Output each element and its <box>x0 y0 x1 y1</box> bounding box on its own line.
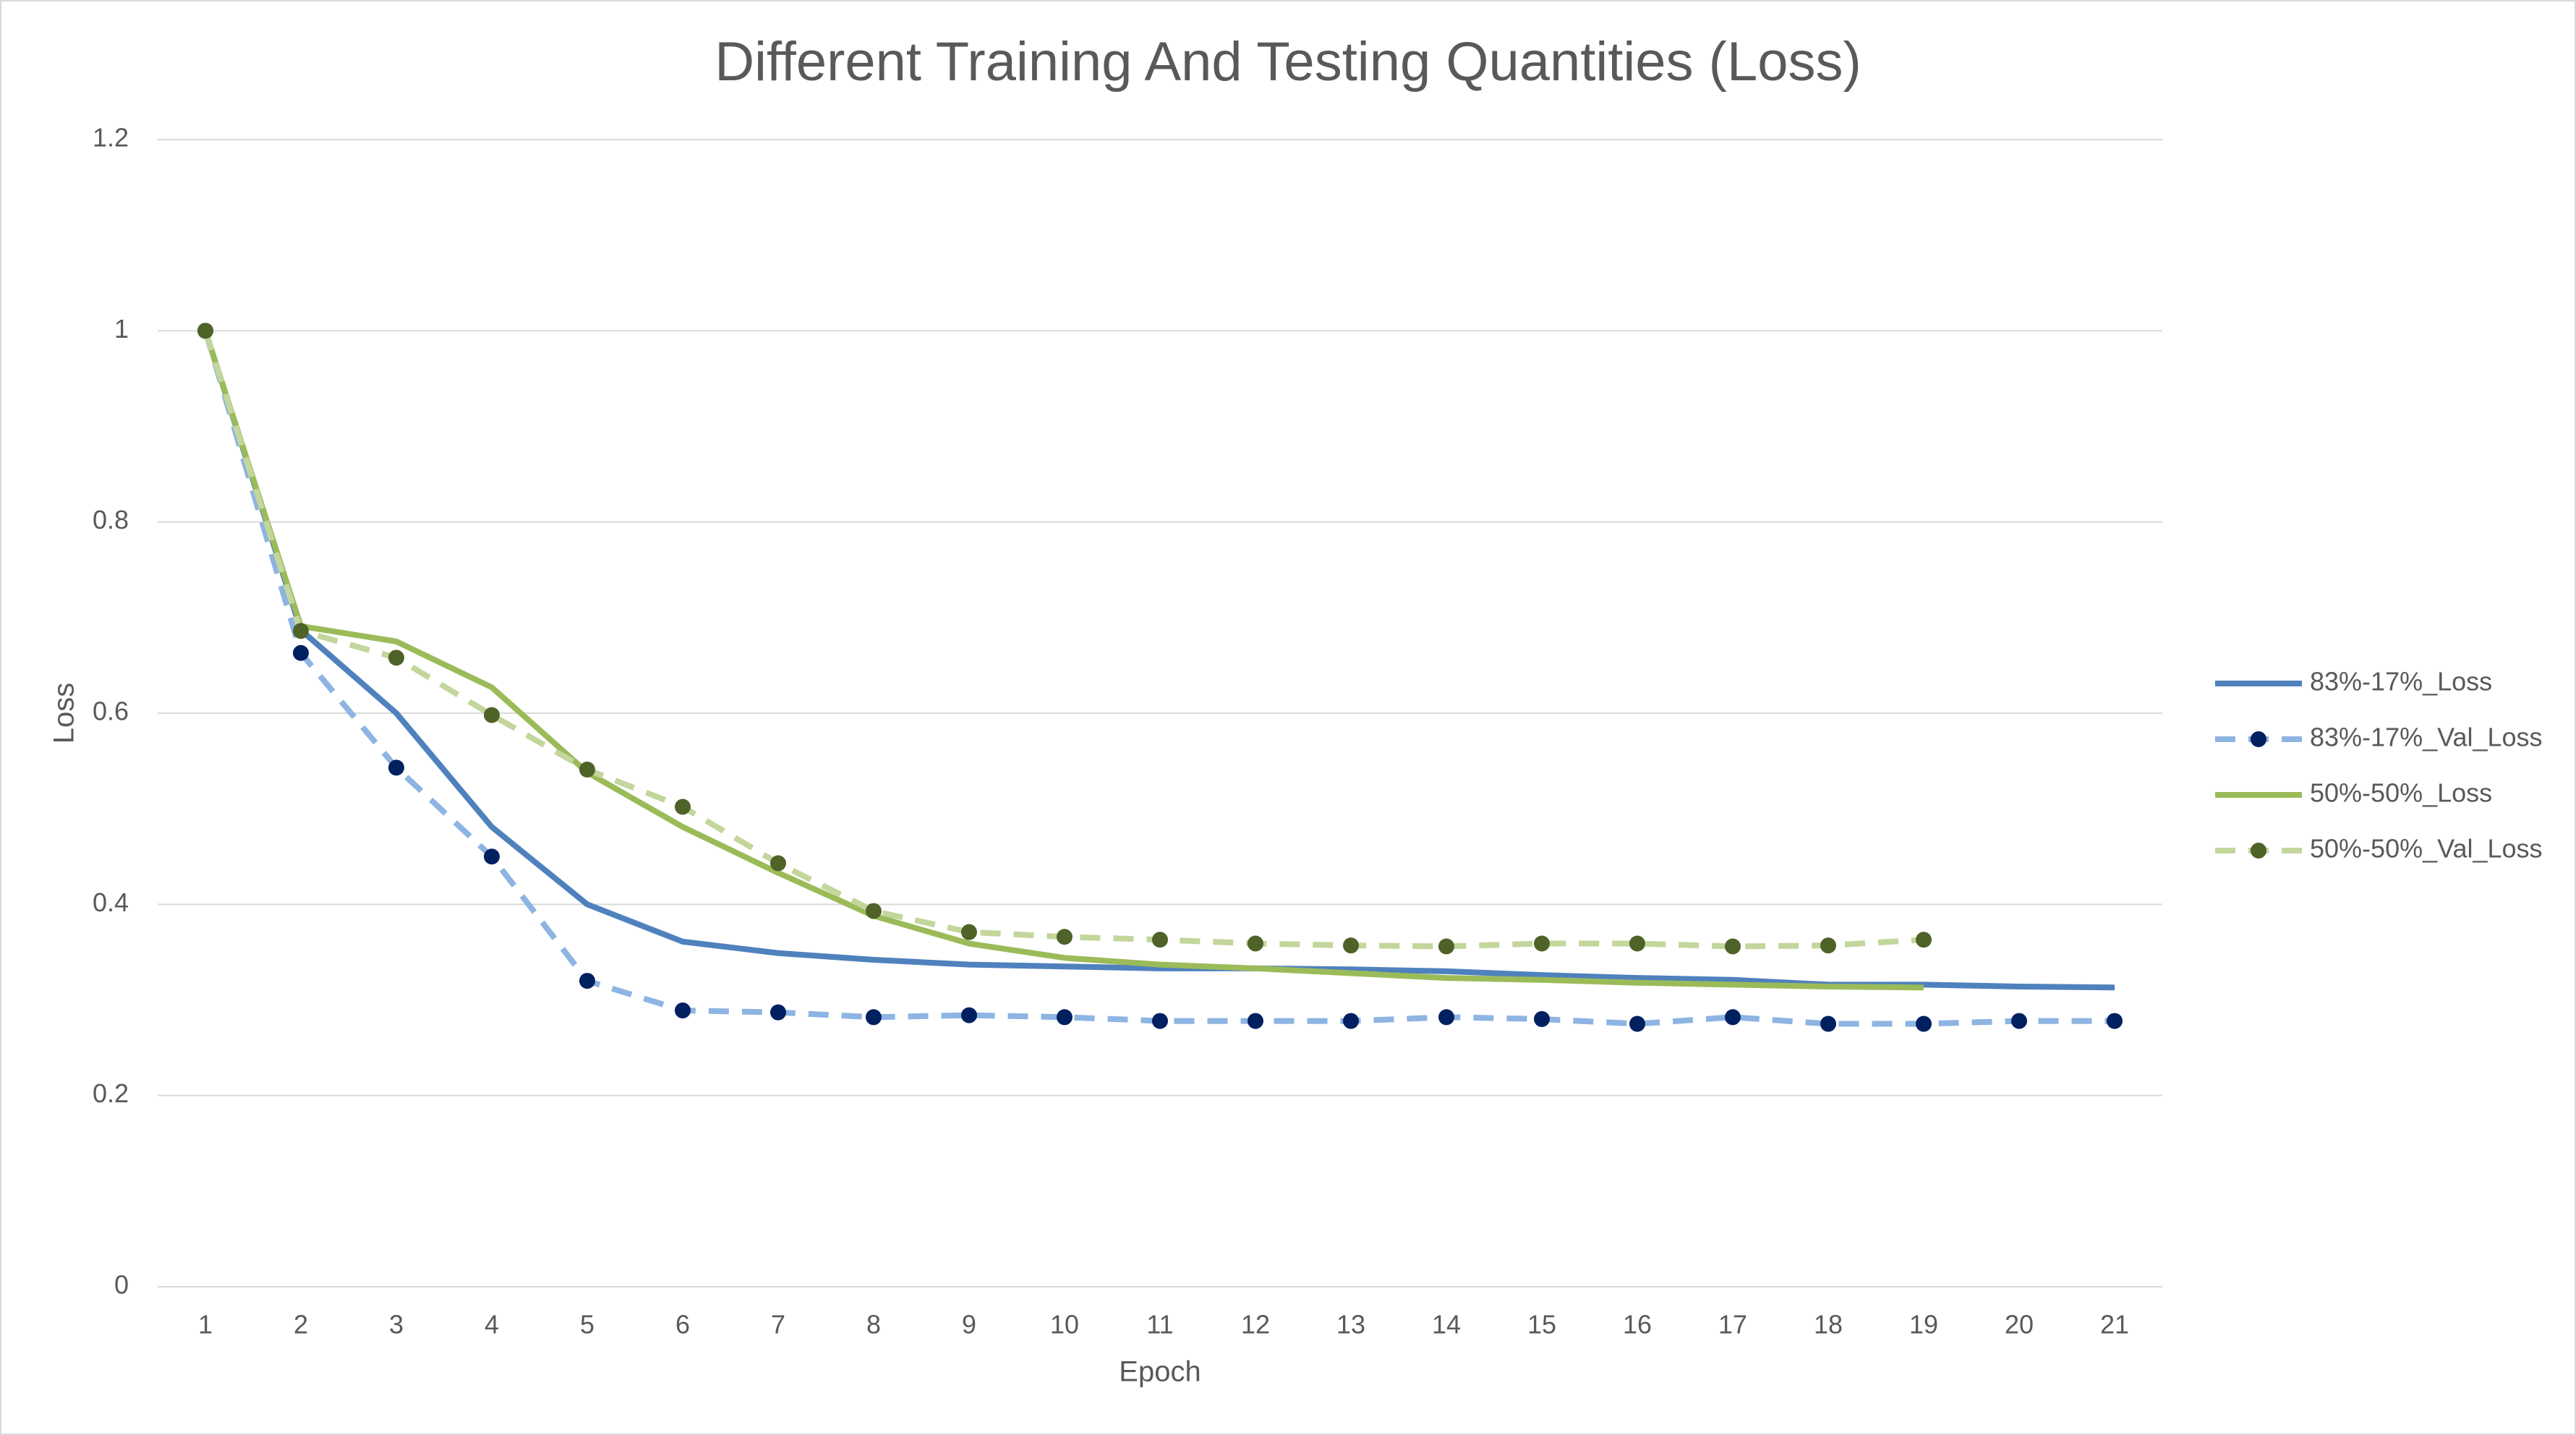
data-point <box>1534 1010 1550 1027</box>
y-tick-label: 0.2 <box>93 1078 129 1108</box>
y-tick-label: 0.8 <box>93 505 129 535</box>
data-point <box>1438 938 1454 955</box>
legend-marker <box>2251 731 2266 747</box>
y-axis-label: Loss <box>48 683 80 744</box>
x-tick-label: 14 <box>1432 1310 1461 1340</box>
data-point <box>388 650 404 666</box>
data-point <box>1438 1009 1454 1026</box>
data-point <box>1248 935 1263 952</box>
x-tick-label: 21 <box>2100 1310 2129 1340</box>
x-tick-label: 4 <box>485 1310 499 1340</box>
y-tick-label: 0 <box>114 1270 129 1300</box>
data-point <box>770 1004 786 1021</box>
data-point <box>961 1007 977 1023</box>
legend-label: 50%-50%_Loss <box>2310 778 2492 808</box>
data-point <box>1152 932 1168 948</box>
data-point <box>1820 1015 1836 1032</box>
data-point <box>1534 935 1550 952</box>
x-tick-label: 10 <box>1050 1310 1079 1340</box>
x-axis-label: Epoch <box>1119 1356 1200 1388</box>
data-point <box>866 1009 882 1026</box>
data-point <box>1916 1015 1932 1032</box>
x-tick-label: 15 <box>1527 1310 1556 1340</box>
data-point <box>388 759 404 776</box>
data-point <box>1057 929 1072 945</box>
x-tick-label: 19 <box>1909 1310 1938 1340</box>
x-tick-label: 6 <box>675 1310 690 1340</box>
x-tick-label: 18 <box>1814 1310 1843 1340</box>
legend-label: 50%-50%_Val_Loss <box>2310 834 2543 864</box>
x-tick-label: 12 <box>1241 1310 1270 1340</box>
x-tick-label: 9 <box>962 1310 976 1340</box>
legend-label: 83%-17%_Loss <box>2310 667 2492 697</box>
data-point <box>579 973 595 989</box>
x-tick-label: 1 <box>198 1310 213 1340</box>
x-tick-label: 20 <box>2005 1310 2034 1340</box>
data-point <box>1916 932 1932 948</box>
x-tick-label: 7 <box>771 1310 785 1340</box>
data-point <box>579 761 595 778</box>
data-point <box>961 924 977 940</box>
chart-title: Different Training And Testing Quantitie… <box>715 31 1861 93</box>
x-tick-label: 2 <box>294 1310 308 1340</box>
x-tick-label: 11 <box>1146 1310 1173 1340</box>
data-point <box>484 707 500 723</box>
x-tick-label: 8 <box>866 1310 881 1340</box>
y-tick-label: 0.6 <box>93 697 129 726</box>
data-point <box>1248 1013 1263 1029</box>
data-point <box>197 323 213 339</box>
series-line <box>202 330 1924 991</box>
data-point <box>866 903 882 919</box>
legend-marker <box>2251 843 2266 859</box>
data-point <box>770 855 786 872</box>
y-tick-label: 1.2 <box>93 123 129 153</box>
data-point <box>1629 935 1645 952</box>
x-tick-label: 17 <box>1718 1310 1747 1340</box>
data-point <box>675 1002 691 1019</box>
data-point <box>675 799 691 815</box>
x-tick-label: 3 <box>389 1310 404 1340</box>
x-tick-label: 16 <box>1623 1310 1652 1340</box>
x-tick-label: 13 <box>1336 1310 1365 1340</box>
data-point <box>484 848 500 865</box>
data-point <box>1725 1009 1741 1026</box>
x-tick-label: 5 <box>580 1310 594 1340</box>
data-point <box>1057 1009 1072 1026</box>
data-point <box>2011 1013 2027 1029</box>
data-point <box>1629 1015 1645 1032</box>
data-point <box>293 623 309 639</box>
data-point <box>1820 937 1836 954</box>
data-point <box>1152 1013 1168 1029</box>
data-point <box>1343 937 1359 954</box>
data-point <box>2107 1013 2123 1029</box>
y-tick-label: 1 <box>114 314 129 344</box>
data-point <box>1343 1013 1359 1029</box>
data-point <box>293 644 309 661</box>
legend-label: 83%-17%_Val_Loss <box>2310 723 2543 752</box>
data-point <box>1725 938 1741 955</box>
y-tick-label: 0.4 <box>93 887 129 917</box>
